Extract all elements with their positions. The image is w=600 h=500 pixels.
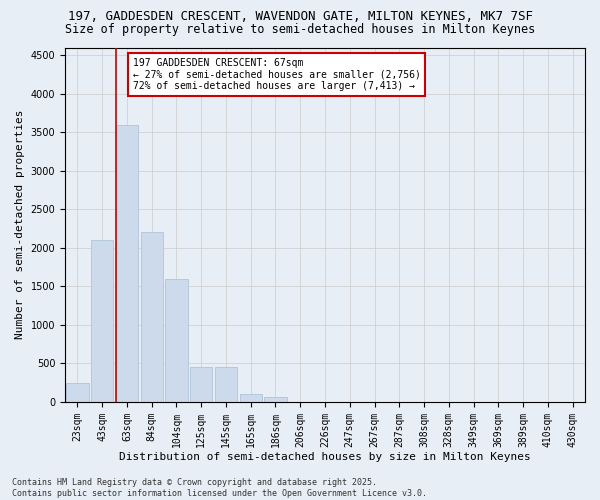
Text: 197, GADDESDEN CRESCENT, WAVENDON GATE, MILTON KEYNES, MK7 7SF: 197, GADDESDEN CRESCENT, WAVENDON GATE, … [67, 10, 533, 23]
Bar [215, 368, 237, 402]
Bar [265, 398, 287, 402]
Bar [66, 382, 89, 402]
Y-axis label: Number of semi-detached properties: Number of semi-detached properties [15, 110, 25, 340]
Bar [190, 368, 212, 402]
Bar [239, 394, 262, 402]
Bar [116, 124, 138, 402]
Bar [166, 278, 188, 402]
Bar [140, 232, 163, 402]
X-axis label: Distribution of semi-detached houses by size in Milton Keynes: Distribution of semi-detached houses by … [119, 452, 531, 462]
Text: 197 GADDESDEN CRESCENT: 67sqm
← 27% of semi-detached houses are smaller (2,756)
: 197 GADDESDEN CRESCENT: 67sqm ← 27% of s… [133, 58, 421, 92]
Text: Size of property relative to semi-detached houses in Milton Keynes: Size of property relative to semi-detach… [65, 22, 535, 36]
Text: Contains HM Land Registry data © Crown copyright and database right 2025.
Contai: Contains HM Land Registry data © Crown c… [12, 478, 427, 498]
Bar [91, 240, 113, 402]
